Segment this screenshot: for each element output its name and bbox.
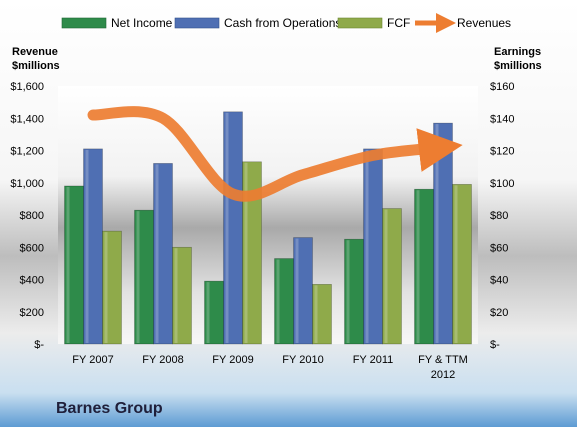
- left-axis-title-line1: Revenue: [12, 46, 58, 58]
- plot-area: [58, 86, 478, 344]
- left-axis-tick-label: $200: [20, 307, 44, 319]
- left-axis-tick-label: $1,000: [10, 178, 44, 190]
- x-axis-category-label: 2012: [431, 369, 455, 381]
- left-axis-tick-label: $1,400: [10, 113, 44, 125]
- right-axis-tick-label: $160: [490, 81, 514, 93]
- bar-fcf: [382, 208, 402, 345]
- right-axis-tick-label: $80: [490, 210, 508, 222]
- bar-highlight: [155, 164, 159, 343]
- legend-label-fcf: FCF: [387, 16, 410, 30]
- right-axis-tick-label: $20: [490, 307, 508, 319]
- bar-highlight: [454, 185, 458, 343]
- bar-highlight: [225, 112, 229, 343]
- bar-highlight: [276, 259, 280, 343]
- bar-highlight: [416, 190, 420, 343]
- bar-highlight: [384, 209, 388, 343]
- legend: Net Income Cash from Operations FCF Reve…: [61, 13, 511, 33]
- company-name: Barnes Group: [56, 400, 163, 417]
- x-axis-category-label: FY 2009: [212, 354, 253, 366]
- bar-fcf: [312, 284, 332, 345]
- right-axis-title-line2: $millions: [494, 60, 542, 72]
- bar-highlight: [314, 285, 318, 343]
- right-axis-tick-label: $100: [490, 178, 514, 190]
- left-axis-tick-label: $-: [34, 339, 44, 351]
- bar-highlight: [206, 282, 210, 343]
- bar-highlight: [365, 149, 369, 343]
- right-axis-tick-label: $40: [490, 275, 508, 287]
- x-axis-category-label: FY 2007: [72, 354, 113, 366]
- bar-highlight: [346, 240, 350, 343]
- right-axis-title-line1: Earnings: [494, 46, 541, 58]
- right-axis-tick-label: $140: [490, 113, 514, 125]
- legend-swatch-cash-from-operations: [174, 17, 220, 29]
- right-axis-tick-label: $-: [490, 339, 500, 351]
- bar-fcf: [102, 230, 122, 345]
- x-axis-category-label: FY & TTM: [418, 354, 468, 366]
- bar-highlight: [295, 238, 299, 343]
- left-axis-tick-label: $400: [20, 275, 44, 287]
- x-axis-category-label: FY 2008: [142, 354, 183, 366]
- bar-highlight: [174, 248, 178, 343]
- bar-highlight: [85, 149, 89, 343]
- legend-swatch-net-income: [61, 17, 107, 29]
- x-axis-category-label: FY 2010: [282, 354, 323, 366]
- bar-fcf: [452, 184, 472, 345]
- left-axis-tick-label: $600: [20, 242, 44, 254]
- bar-highlight: [435, 124, 439, 344]
- right-axis-tick-label: $120: [490, 146, 514, 158]
- revenues-line: [87, 106, 463, 202]
- bar-fcf: [242, 161, 262, 345]
- bar-highlight: [244, 162, 248, 343]
- legend-label-net-income: Net Income: [111, 16, 173, 30]
- left-axis-tick-label: $1,200: [10, 146, 44, 158]
- legend-swatch-fcf: [337, 17, 383, 29]
- bar-highlight: [136, 211, 140, 343]
- legend-label-cash-from-operations: Cash from Operations: [224, 16, 341, 30]
- bar-highlight: [66, 186, 70, 343]
- legend-label-revenues: Revenues: [457, 16, 511, 30]
- bar-highlight: [104, 232, 108, 343]
- left-axis-tick-label: $1,600: [10, 81, 44, 93]
- left-axis-title-line2: $millions: [12, 60, 60, 72]
- right-axis-tick-label: $60: [490, 242, 508, 254]
- bar-fcf: [172, 246, 192, 345]
- left-axis-tick-label: $800: [20, 210, 44, 222]
- x-axis-category-label: FY 2011: [353, 354, 394, 366]
